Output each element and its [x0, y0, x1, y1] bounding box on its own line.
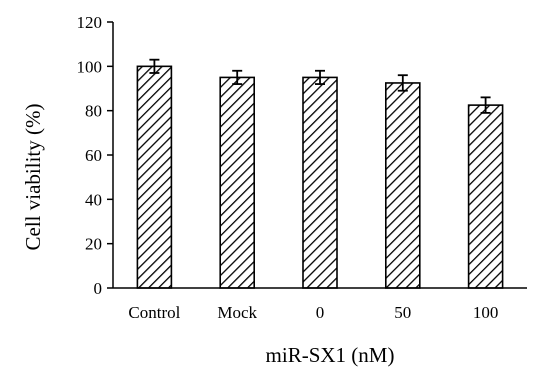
x-tick-label: 50: [394, 303, 411, 322]
bar: [302, 76, 338, 289]
y-tick-label: 20: [85, 235, 102, 254]
y-axis-ticks: 0 20 40 60 80 100 120: [77, 13, 113, 298]
bar: [219, 76, 255, 289]
x-tick-label: 0: [316, 303, 325, 322]
x-tick-label: Control: [128, 303, 180, 322]
y-tick-label: 120: [77, 13, 103, 32]
y-tick-label: 0: [94, 279, 103, 298]
bars-group: [136, 65, 504, 289]
y-tick-label: 100: [77, 57, 103, 76]
bar: [384, 82, 421, 289]
error-bars-group: [149, 58, 491, 114]
x-axis-ticks: Control Mock 0 50 100: [128, 303, 498, 322]
x-tick-label: Mock: [217, 303, 257, 322]
x-axis-title: miR-SX1 (nM): [266, 343, 395, 367]
bar: [136, 65, 173, 289]
y-axis-title: Cell viability (%): [21, 104, 45, 251]
x-tick-label: 100: [473, 303, 499, 322]
bar: [467, 104, 504, 289]
y-tick-label: 80: [85, 102, 102, 121]
y-tick-label: 60: [85, 146, 102, 165]
y-tick-label: 40: [85, 190, 102, 209]
